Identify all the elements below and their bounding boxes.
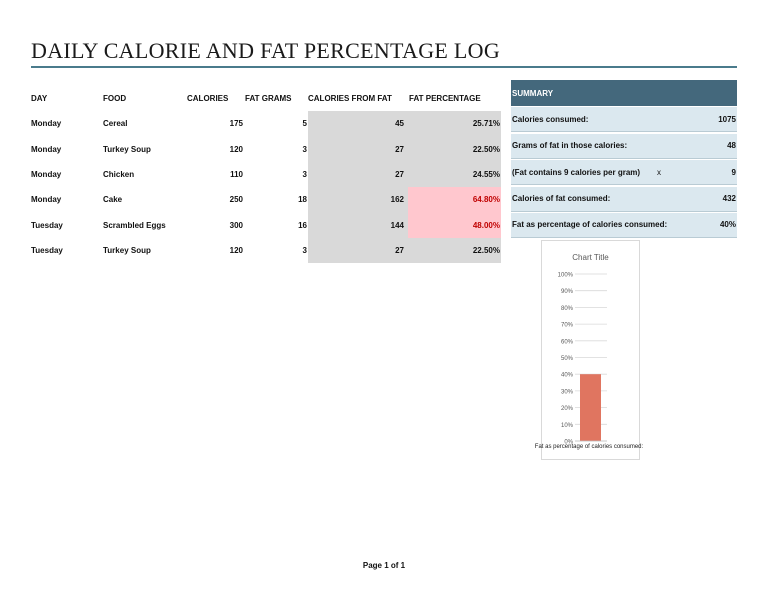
cell-day[interactable]: Tuesday <box>31 246 63 256</box>
summary-value[interactable]: 1075 <box>718 114 736 124</box>
summary-row-calories-of-fat: Calories of fat consumed: 432 <box>511 186 737 212</box>
cell-food[interactable]: Chicken <box>103 169 135 179</box>
summary-value[interactable]: 9 <box>731 167 736 177</box>
cell-calories-from-fat[interactable]: 27 <box>308 237 408 264</box>
summary-panel: SUMMARY Calories consumed: 1075 Grams of… <box>511 80 737 238</box>
cell-food[interactable]: Cereal <box>103 119 128 129</box>
y-tick-label: 100% <box>558 273 574 279</box>
table-header-row: DAY FOOD CALORIES FAT GRAMS CALORIES FRO… <box>31 86 501 111</box>
cell-fat-grams[interactable]: 3 <box>302 246 307 256</box>
summary-value[interactable]: 432 <box>722 194 736 204</box>
cell-fat-percentage[interactable]: 24.55% <box>408 161 501 188</box>
summary-label[interactable]: Calories of fat consumed: <box>512 194 611 204</box>
header-fat-percentage[interactable]: FAT PERCENTAGE <box>409 94 481 103</box>
summary-value[interactable]: 40% <box>719 220 736 230</box>
summary-row-fat-percentage: Fat as percentage of calories consumed: … <box>511 212 737 238</box>
cell-fat-percentage[interactable]: 22.50% <box>408 136 501 162</box>
summary-value[interactable]: 48 <box>727 141 736 151</box>
header-day[interactable]: DAY <box>31 94 48 103</box>
cell-calories[interactable]: 110 <box>230 169 243 179</box>
cell-day[interactable]: Monday <box>31 195 62 205</box>
summary-row-calories-consumed: Calories consumed: 1075 <box>511 107 737 133</box>
cell-calories[interactable]: 120 <box>229 144 243 154</box>
cell-calories-from-fat[interactable]: 45 <box>308 111 408 137</box>
y-tick-label: 10% <box>561 423 574 429</box>
calorie-log-table: DAY FOOD CALORIES FAT GRAMS CALORIES FRO… <box>31 86 501 264</box>
cell-day[interactable]: Monday <box>31 144 62 154</box>
cell-day[interactable]: Monday <box>31 169 62 179</box>
y-tick-label: 70% <box>561 323 574 329</box>
y-tick-label: 20% <box>561 406 574 412</box>
summary-row-fat-contains: (Fat contains 9 calories per gram) x 9 <box>511 160 737 186</box>
cell-day[interactable]: Tuesday <box>31 220 63 230</box>
cell-fat-grams[interactable]: 3 <box>302 169 307 179</box>
table-row: Tuesday Scrambled Eggs 300 16 144 48.00% <box>31 212 501 238</box>
title-underline <box>31 66 737 68</box>
cell-fat-percentage[interactable]: 25.71% <box>408 111 501 137</box>
cell-fat-grams[interactable]: 16 <box>298 220 307 230</box>
cell-day[interactable]: Monday <box>31 119 62 129</box>
summary-label[interactable]: Calories consumed: <box>512 114 589 124</box>
cell-calories-from-fat[interactable]: 27 <box>308 136 408 162</box>
y-tick-label: 80% <box>561 306 574 312</box>
y-tick-label: 0% <box>564 440 573 446</box>
cell-calories[interactable]: 120 <box>229 246 243 256</box>
cell-fat-grams[interactable]: 18 <box>298 195 307 205</box>
cell-fat-percentage[interactable]: 48.00% <box>408 212 501 238</box>
summary-label[interactable]: Grams of fat in those calories: <box>512 141 628 151</box>
cell-fat-grams[interactable]: 5 <box>302 119 307 129</box>
cell-food[interactable]: Turkey Soup <box>103 246 151 256</box>
chart-title: Chart Title <box>572 253 609 262</box>
table-row: Tuesday Turkey Soup 120 3 27 22.50% <box>31 237 501 264</box>
y-tick-label: 40% <box>561 373 574 379</box>
cell-food[interactable]: Turkey Soup <box>103 144 151 154</box>
fat-percentage-chart[interactable]: Chart Title 0% 10% 20% 30% 40% 50% 60% 70% 80% 90%… <box>541 240 640 460</box>
table-row: Monday Cereal 175 5 45 25.71% <box>31 111 501 137</box>
cell-fat-percentage[interactable]: 64.80% <box>408 187 501 213</box>
cell-food[interactable]: Cake <box>103 195 123 205</box>
chart-bar <box>580 374 601 441</box>
header-fat-grams[interactable]: FAT GRAMS <box>245 94 292 103</box>
page-number: Page 1 of 1 <box>362 561 406 570</box>
header-calories[interactable]: CALORIES <box>187 94 229 103</box>
cell-fat-percentage[interactable]: 22.50% <box>408 237 501 264</box>
header-food[interactable]: FOOD <box>103 94 127 103</box>
cell-calories-from-fat[interactable]: 144 <box>308 212 408 238</box>
summary-row-grams-of-fat: Grams of fat in those calories: 48 <box>511 133 737 159</box>
y-tick-label: 30% <box>561 389 574 395</box>
cell-calories-from-fat[interactable]: 27 <box>308 161 408 188</box>
multiply-sign: x <box>657 167 661 177</box>
cell-calories[interactable]: 250 <box>229 195 243 205</box>
table-row: Monday Turkey Soup 120 3 27 22.50% <box>31 136 501 162</box>
cell-calories[interactable]: 175 <box>229 119 243 129</box>
table-row: Monday Chicken 110 3 27 24.55% <box>31 161 501 188</box>
y-tick-label: 90% <box>561 289 574 295</box>
header-calories-from-fat[interactable]: CALORIES FROM FAT <box>308 94 392 103</box>
cell-fat-grams[interactable]: 3 <box>302 144 307 154</box>
summary-label[interactable]: (Fat contains 9 calories per gram) <box>512 167 641 177</box>
page-title: DAILY CALORIE AND FAT PERCENTAGE LOG <box>31 38 501 63</box>
y-tick-label: 60% <box>561 339 574 345</box>
cell-calories[interactable]: 300 <box>229 220 243 230</box>
chart-canvas: Chart Title 0% 10% 20% 30% 40% 50% 60% 70% 80% 90%… <box>558 253 610 446</box>
table-row: Monday Cake 250 18 162 64.80% <box>31 187 501 213</box>
cell-calories-from-fat[interactable]: 162 <box>308 187 408 213</box>
cell-food[interactable]: Scrambled Eggs <box>103 220 166 230</box>
summary-header[interactable]: SUMMARY <box>511 80 737 106</box>
y-tick-label: 50% <box>561 356 574 362</box>
x-tick-label: Fat as percentage of calories consumed: <box>534 444 644 450</box>
summary-label[interactable]: Fat as percentage of calories consumed: <box>512 220 668 230</box>
